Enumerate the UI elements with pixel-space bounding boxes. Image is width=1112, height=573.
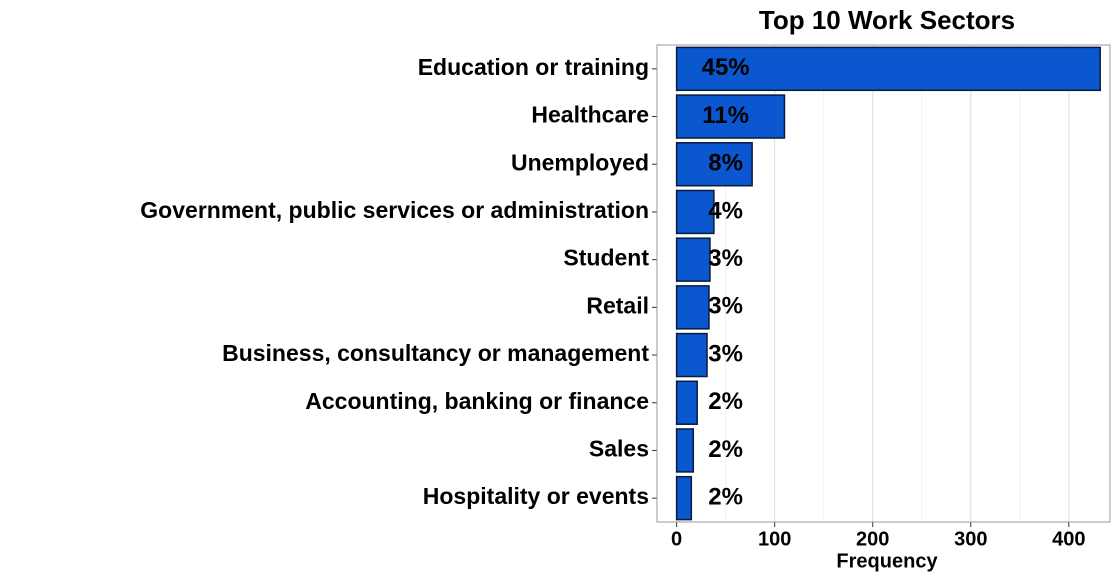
y-tick-label: Business, consultancy or management xyxy=(222,340,649,366)
y-tick-label: Government, public services or administr… xyxy=(140,197,649,223)
percent-label: 11% xyxy=(702,102,749,129)
percent-label: 2% xyxy=(708,483,743,510)
bar xyxy=(675,380,698,425)
panel-border xyxy=(656,44,1111,523)
y-tick-label: Retail xyxy=(586,292,649,318)
x-tick-label: 200 xyxy=(856,528,889,550)
x-tick-label: 400 xyxy=(1052,528,1085,550)
bar xyxy=(675,46,1101,92)
y-tick-label: Sales xyxy=(589,436,649,462)
percent-label: 8% xyxy=(708,150,743,177)
y-tick-label: Accounting, banking or finance xyxy=(305,388,649,414)
chart-title: Top 10 Work Sectors xyxy=(759,5,1015,35)
bar xyxy=(675,142,753,187)
bar xyxy=(675,94,786,139)
bar xyxy=(675,332,708,378)
y-tick-label: Hospitality or events xyxy=(423,483,649,509)
bar xyxy=(675,285,710,330)
bar xyxy=(675,237,711,282)
bar xyxy=(675,428,695,473)
percent-label: 3% xyxy=(708,245,743,272)
percent-label: 2% xyxy=(708,388,743,415)
x-tick-label: 100 xyxy=(758,528,791,550)
y-tick-label: Unemployed xyxy=(511,149,649,175)
y-tick-label: Education or training xyxy=(418,54,649,80)
percent-label: 2% xyxy=(708,436,743,463)
x-tick-label: 300 xyxy=(954,528,987,550)
percent-label: 3% xyxy=(708,293,743,320)
percent-label: 4% xyxy=(708,197,743,224)
bar xyxy=(675,475,693,521)
x-tick-label: 0 xyxy=(671,528,682,550)
y-tick-label: Healthcare xyxy=(531,102,649,128)
y-tick-label: Student xyxy=(563,245,649,271)
x-axis-label: Frequency xyxy=(836,550,938,572)
percent-label: 3% xyxy=(708,340,743,367)
percent-label: 45% xyxy=(702,54,750,81)
bar xyxy=(675,189,715,235)
